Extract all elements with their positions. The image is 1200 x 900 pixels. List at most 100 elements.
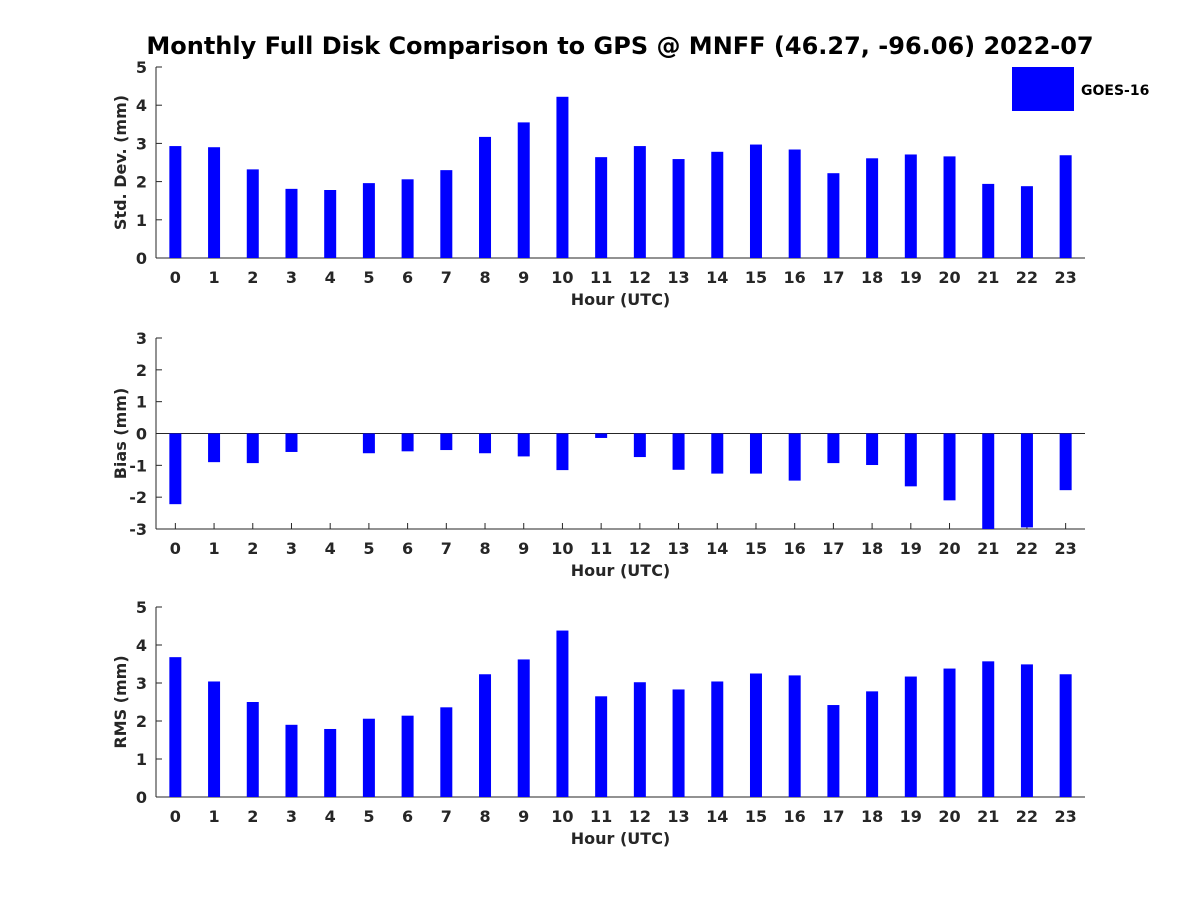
- bar-hour-10: [556, 630, 569, 797]
- x-tick-label: 11: [590, 268, 612, 287]
- x-tick-label: 23: [1055, 539, 1077, 558]
- bar-hour-16: [788, 149, 801, 258]
- x-tick-label: 10: [551, 539, 573, 558]
- x-tick-label: 0: [170, 268, 181, 287]
- x-tick-label: 15: [745, 268, 767, 287]
- x-tick-label: 20: [938, 807, 960, 826]
- bar-hour-13: [672, 159, 685, 258]
- x-tick-label: 18: [861, 807, 883, 826]
- y-tick-label: -2: [129, 488, 147, 507]
- bar-hour-2: [246, 433, 259, 464]
- x-tick-label: 22: [1016, 807, 1038, 826]
- bar-hour-1: [208, 147, 221, 258]
- y-axis-label: Bias (mm): [111, 388, 130, 480]
- bar-hour-6: [401, 179, 414, 258]
- y-tick-label: 0: [136, 249, 147, 268]
- x-tick-label: 18: [861, 268, 883, 287]
- bar-hour-14: [711, 151, 724, 258]
- bar-hour-21: [982, 183, 995, 258]
- x-tick-label: 0: [170, 807, 181, 826]
- x-tick-label: 9: [518, 807, 529, 826]
- x-tick-label: 19: [900, 268, 922, 287]
- x-tick-label: 23: [1055, 268, 1077, 287]
- x-tick-label: 12: [629, 539, 651, 558]
- x-tick-label: 3: [286, 807, 297, 826]
- bar-hour-13: [672, 689, 685, 797]
- bar-hour-20: [943, 433, 956, 501]
- x-tick-label: 6: [402, 807, 413, 826]
- x-tick-label: 20: [938, 268, 960, 287]
- y-axis-label: RMS (mm): [111, 655, 130, 748]
- x-tick-label: 10: [551, 807, 573, 826]
- bar-hour-0: [169, 146, 182, 258]
- x-tick-label: 4: [325, 807, 336, 826]
- x-tick-label: 20: [938, 539, 960, 558]
- bar-hour-11: [595, 696, 608, 797]
- bar-hour-5: [362, 718, 375, 797]
- x-tick-label: 14: [706, 539, 728, 558]
- bar-hour-18: [866, 433, 879, 466]
- bar-hour-1: [208, 681, 221, 797]
- bar-hour-9: [517, 433, 530, 457]
- bar-hour-2: [246, 169, 259, 258]
- x-tick-label: 19: [900, 539, 922, 558]
- bar-hour-7: [440, 707, 453, 797]
- bar-hour-15: [749, 673, 762, 797]
- y-tick-label: 5: [136, 598, 147, 617]
- x-tick-label: 16: [784, 268, 806, 287]
- bar-hour-4: [324, 190, 337, 258]
- x-tick-label: 18: [861, 539, 883, 558]
- x-tick-label: 14: [706, 807, 728, 826]
- y-tick-label: 4: [136, 96, 147, 115]
- bar-hour-4: [324, 728, 337, 797]
- bar-hour-3: [285, 188, 298, 258]
- bar-hour-11: [595, 157, 608, 258]
- x-tick-label: 10: [551, 268, 573, 287]
- x-tick-label: 8: [479, 539, 490, 558]
- bar-hour-10: [556, 96, 569, 259]
- y-tick-label: 1: [136, 211, 147, 230]
- bar-hour-17: [827, 433, 840, 464]
- x-tick-label: 3: [286, 539, 297, 558]
- x-tick-label: 21: [977, 268, 999, 287]
- bar-hour-23: [1059, 155, 1072, 258]
- x-tick-label: 16: [784, 539, 806, 558]
- bar-hour-10: [556, 433, 569, 471]
- x-tick-label: 17: [822, 268, 844, 287]
- bar-hour-14: [711, 681, 724, 797]
- x-tick-label: 1: [208, 268, 219, 287]
- bar-hour-2: [246, 702, 259, 797]
- x-tick-label: 7: [441, 539, 452, 558]
- bar-hour-12: [633, 682, 646, 797]
- x-tick-label: 21: [977, 539, 999, 558]
- y-tick-label: 2: [136, 361, 147, 380]
- x-tick-label: 19: [900, 807, 922, 826]
- bar-hour-20: [943, 668, 956, 797]
- bar-hour-1: [208, 433, 221, 463]
- y-tick-label: -1: [129, 456, 147, 475]
- x-tick-label: 3: [286, 268, 297, 287]
- bar-hour-22: [1020, 433, 1033, 528]
- y-tick-label: 3: [136, 674, 147, 693]
- x-tick-label: 2: [247, 268, 258, 287]
- bar-hour-20: [943, 156, 956, 258]
- bar-hour-19: [904, 154, 917, 258]
- x-tick-label: 16: [784, 807, 806, 826]
- bar-hour-16: [788, 433, 801, 481]
- y-tick-label: 1: [136, 393, 147, 412]
- bar-hour-5: [362, 183, 375, 258]
- y-tick-label: 0: [136, 425, 147, 444]
- y-tick-label: 4: [136, 636, 147, 655]
- x-axis-label: Hour (UTC): [571, 290, 671, 309]
- y-tick-label: 3: [136, 134, 147, 153]
- bar-hour-11: [595, 433, 608, 438]
- bar-hour-19: [904, 676, 917, 797]
- y-axis-label: Std. Dev. (mm): [111, 95, 130, 230]
- bar-hour-0: [169, 433, 182, 505]
- x-tick-label: 22: [1016, 539, 1038, 558]
- x-tick-label: 8: [479, 807, 490, 826]
- bar-hour-8: [479, 136, 492, 258]
